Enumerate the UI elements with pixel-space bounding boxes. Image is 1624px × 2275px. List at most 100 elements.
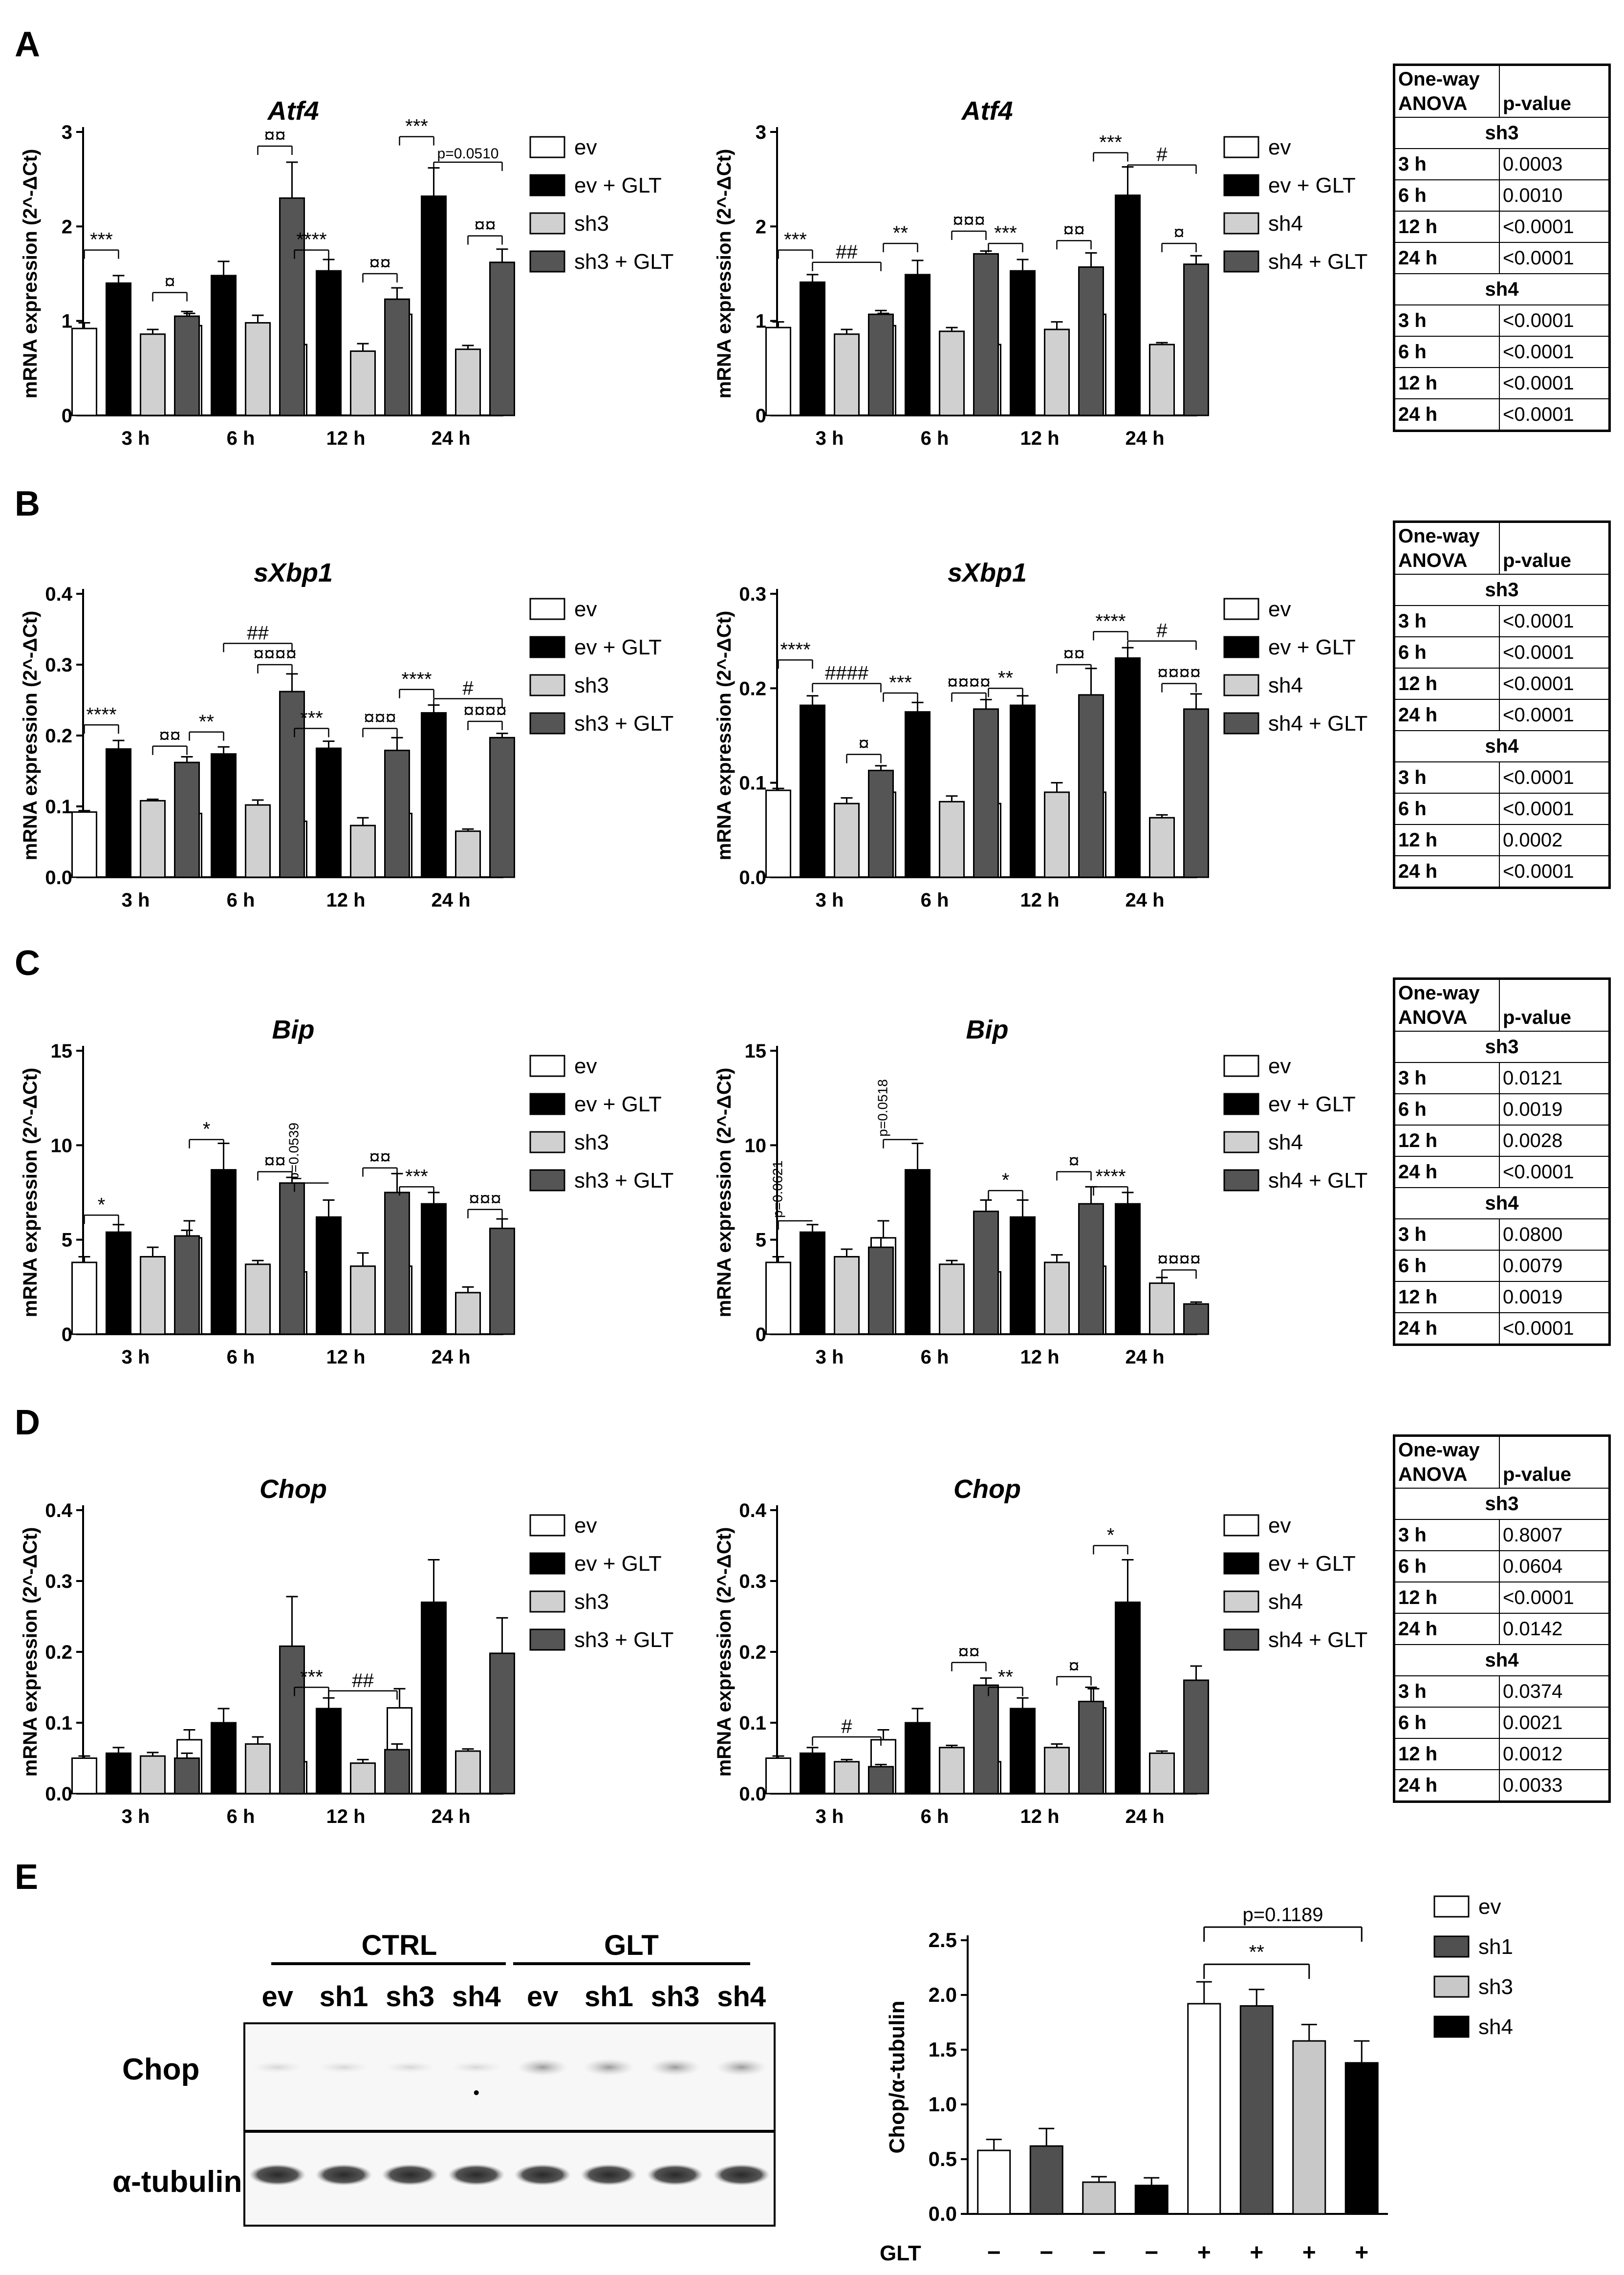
x-tick-label: 3 h — [122, 889, 150, 911]
bar-3 — [868, 770, 894, 878]
table-row: 24 h <0.0001 — [1393, 855, 1610, 888]
table-cell-pvalue: 0.0800 — [1499, 1218, 1610, 1251]
atf4-sh3-chart: Atf4 mRNA expression (2^-ΔCt) 0 1 2 3 3 h 6 h 12… — [20, 96, 673, 449]
chop-band — [650, 2058, 701, 2076]
legend-swatch-2 — [529, 674, 565, 696]
bar-2 — [350, 350, 376, 416]
x-tick-label: 6 h — [921, 889, 949, 911]
chop-band — [716, 2058, 767, 2076]
table-cell-time: 6 h — [1393, 336, 1500, 368]
bar-1 — [421, 195, 447, 416]
chop-band — [252, 2061, 303, 2073]
bar-1 — [211, 1169, 237, 1335]
bar — [1239, 2005, 1274, 2215]
table-cell-time: 3 h — [1393, 1218, 1500, 1251]
significance-label: ¤¤¤¤ — [463, 700, 507, 722]
bar-2 — [939, 1263, 965, 1335]
bar-1 — [905, 274, 931, 416]
bar-1 — [421, 1203, 447, 1335]
legend-swatch-3 — [1223, 1628, 1259, 1651]
blot-lane-label: sh4 — [452, 1981, 501, 2013]
bar-3 — [1078, 1701, 1104, 1795]
table-cell-pvalue: 0.0002 — [1499, 824, 1610, 856]
significance-label: ¤¤ — [264, 1150, 286, 1172]
y-tick-label: 15 — [51, 1040, 73, 1062]
chop-band — [318, 2061, 369, 2073]
significance-label: ¤¤ — [958, 1642, 980, 1663]
x-tick-label: 3 h — [816, 1346, 844, 1368]
significance-label: ¤ — [1068, 1656, 1079, 1677]
y-axis-label: mRNA expression (2^-ΔCt) — [20, 1527, 41, 1777]
legend-label: ev + GLT — [574, 1092, 662, 1116]
legend-swatch-0 — [529, 1514, 565, 1537]
bar-1 — [1115, 1602, 1141, 1795]
chart-title: Bip — [272, 1015, 315, 1044]
legend-swatch-3 — [529, 1628, 565, 1651]
table-cell-pvalue: <0.0001 — [1499, 398, 1610, 432]
significance-label: #### — [825, 663, 869, 684]
table-cell-pvalue: <0.0001 — [1499, 636, 1610, 669]
bar-1 — [905, 711, 931, 878]
y-tick-label: 0 — [62, 405, 72, 427]
y-tick-label: 0.5 — [929, 2147, 957, 2170]
tubulin-band — [647, 2164, 704, 2186]
table-cell-time: 6 h — [1393, 179, 1500, 212]
blot-row-chop: Chop — [122, 2053, 199, 2086]
blot-row-tubulin: α-tubulin — [112, 2165, 242, 2199]
bar — [1292, 2040, 1326, 2215]
legend-label: ev + GLT — [574, 1552, 662, 1576]
bar-2 — [1149, 1282, 1175, 1335]
table-cell-time: 24 h — [1393, 1769, 1500, 1802]
x-tick-label: 3 h — [122, 428, 150, 449]
table-cell-time: 3 h — [1393, 1519, 1500, 1551]
chop-band — [385, 2061, 436, 2073]
x-tick-label: 3 h — [816, 889, 844, 911]
significance-label: * — [98, 1194, 106, 1215]
significance-label: **** — [780, 639, 810, 660]
bip-sh4-chart: Bip mRNA expression (2^-ΔCt) 0 5 10 15 3 h 6 h 1… — [714, 1015, 1367, 1368]
y-axis-label: Chop/α-tubulin — [885, 2001, 909, 2154]
table-row: 6 h 0.0019 — [1393, 1093, 1610, 1126]
panel-letter-b: B — [15, 484, 40, 523]
significance-label: ** — [199, 711, 214, 733]
y-tick-label: 10 — [51, 1135, 73, 1156]
bar-2 — [834, 1256, 860, 1335]
y-tick-label: 0.0 — [45, 1783, 72, 1805]
significance-label: p=0.0510 — [437, 146, 499, 162]
significance-label: ## — [352, 1670, 374, 1691]
y-tick-label: 0.1 — [45, 1712, 72, 1734]
chart-title: Atf4 — [267, 96, 319, 126]
bar-2 — [1044, 1747, 1070, 1795]
legend-swatch-2 — [1223, 212, 1259, 235]
x-tick-label: 6 h — [921, 1806, 949, 1827]
table-cell-time: 24 h — [1393, 855, 1500, 888]
legend-label: ev — [574, 1514, 597, 1538]
chart-title: sXbp1 — [948, 558, 1027, 587]
table-row: 3 h 0.0121 — [1393, 1062, 1610, 1094]
significance-label: p=0.0518 — [875, 1079, 890, 1137]
bar-2 — [140, 800, 166, 878]
table-cell-pvalue: 0.0079 — [1499, 1250, 1610, 1282]
bar-2 — [140, 333, 166, 416]
table-header-line1: One-way — [1398, 982, 1480, 1004]
x-tick-label: − — [987, 2240, 1001, 2266]
legend-swatch-0 — [1433, 1895, 1470, 1918]
blot-lane-label: sh1 — [585, 1981, 633, 2013]
bar-3 — [1183, 263, 1209, 416]
blot-lane-labels: ev sh1 sh3 sh4 ev sh1 sh3 sh4 — [262, 1981, 766, 2013]
table-header-line1: One-way — [1398, 68, 1480, 90]
significance-label: ¤¤ — [474, 215, 496, 237]
x-tick-label: − — [1145, 2240, 1158, 2266]
y-tick-label: 0.1 — [739, 1712, 766, 1734]
bar-1 — [1010, 704, 1036, 878]
significance-label: ¤¤¤¤ — [947, 672, 991, 693]
x-tick-label: 24 h — [1125, 1346, 1164, 1368]
bar-3 — [1183, 1679, 1209, 1795]
y-tick-label: 0.3 — [739, 584, 766, 605]
table-cell-time: 12 h — [1393, 1738, 1500, 1770]
bar-3 — [489, 737, 515, 878]
bar-1 — [421, 1602, 447, 1795]
bar-1 — [421, 712, 447, 878]
table-row: 12 h 0.0019 — [1393, 1281, 1610, 1313]
legend-label: sh3 — [574, 212, 609, 236]
